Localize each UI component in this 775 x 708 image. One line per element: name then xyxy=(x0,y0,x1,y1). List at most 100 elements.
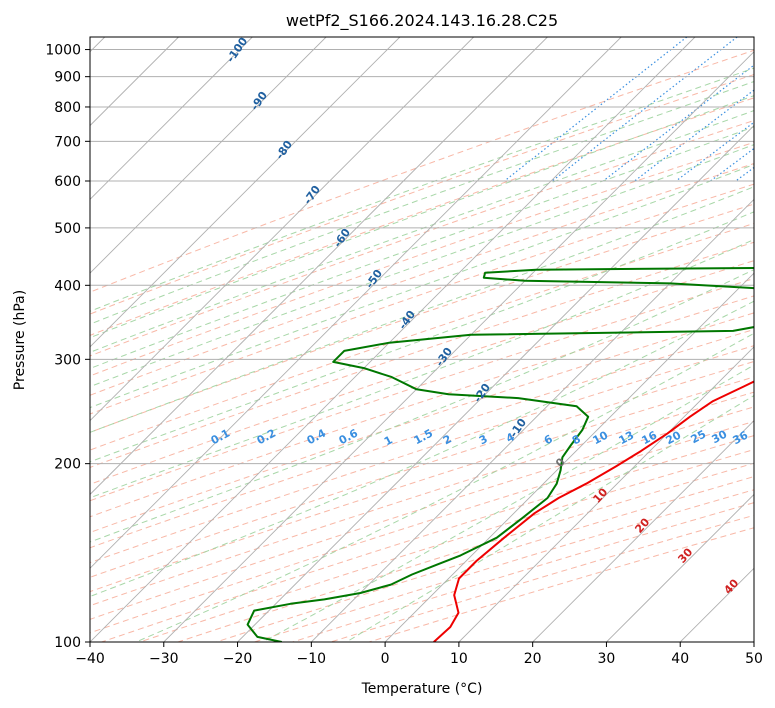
dry-adiabat-line xyxy=(90,360,754,578)
y-tick-label: 600 xyxy=(54,174,81,190)
dry-adiabat-line xyxy=(90,49,754,293)
mixing-ratio-line xyxy=(735,166,754,182)
moist-adiabat-line xyxy=(90,126,754,370)
dry-adiabat-line xyxy=(90,391,754,607)
x-tick-label: 10 xyxy=(450,651,468,667)
moist-adiabat-line xyxy=(90,110,754,353)
mixing-ratio-label: 0.6 xyxy=(337,426,361,447)
moist-adiabat-line xyxy=(135,332,754,642)
mixing-ratio-line xyxy=(634,89,754,182)
dry-adiabat-label: 40 xyxy=(721,576,741,596)
plot-frame xyxy=(89,36,755,643)
mixing-ratio-line xyxy=(504,37,688,182)
dry-adiabat-line xyxy=(330,514,754,642)
dry-adiabat-label: 30 xyxy=(675,545,695,565)
moist-adiabat-line xyxy=(90,81,754,325)
isotherm-line xyxy=(163,51,754,642)
background-lines xyxy=(90,37,754,642)
dry-adiabat-label: 0 xyxy=(553,455,568,470)
y-tick-label: 200 xyxy=(54,457,81,473)
x-tick-label: −20 xyxy=(223,651,253,667)
moist-adiabat-line xyxy=(90,163,754,409)
dry-adiabat-line xyxy=(292,502,754,642)
isotherm-line xyxy=(90,37,696,642)
x-tick-label: −30 xyxy=(149,651,179,667)
isotherm-line xyxy=(237,124,754,642)
series-layer xyxy=(246,266,754,642)
dry-adiabat-line xyxy=(90,163,754,396)
dry-adiabat-label: 20 xyxy=(632,515,652,535)
x-tick-label: 0 xyxy=(381,651,390,667)
x-axis-label: Temperature (°C) xyxy=(361,681,483,697)
isotherm-line xyxy=(311,198,754,642)
isotherm-line xyxy=(458,346,754,642)
moist-adiabat-line xyxy=(262,364,754,642)
moist-adiabat-line xyxy=(90,95,754,339)
isotherm-line xyxy=(606,493,754,642)
temperature-profile-line xyxy=(433,380,754,642)
dry-adiabat-line xyxy=(90,141,754,377)
dry-adiabat-line xyxy=(101,435,754,642)
isotherm-line xyxy=(753,641,754,642)
moist-adiabat-line xyxy=(90,269,754,543)
chart-title: wetPf2_S166.2024.143.16.28.C25 xyxy=(286,11,558,31)
dry-adiabat-line xyxy=(90,183,754,415)
y-tick-label: 100 xyxy=(54,635,81,651)
moist-adiabat-line xyxy=(90,144,754,388)
dry-adiabat-label: 10 xyxy=(590,485,610,505)
x-tick-label: −10 xyxy=(297,651,327,667)
dry-adiabat-line xyxy=(90,260,754,485)
dewpoint-profile-line xyxy=(246,266,754,642)
dry-adiabat-line xyxy=(90,241,754,468)
isotherm-line xyxy=(532,420,754,642)
x-axis: −40 −30 −20 −10 0 10 20 30 40 50 xyxy=(75,642,763,667)
isotherm-line xyxy=(384,272,754,642)
mixing-ratio-line xyxy=(675,121,754,182)
dry-adiabat-line xyxy=(90,222,754,451)
mixing-ratio-label: 2 xyxy=(441,432,454,447)
y-axis: 100 200 300 400 500 600 700 800 900 1000 xyxy=(45,43,90,651)
mixing-ratio-label: 10 xyxy=(591,428,611,447)
moist-adiabat-line xyxy=(346,394,754,642)
mixing-ratio-line xyxy=(551,37,738,182)
moist-adiabat-line xyxy=(90,300,754,597)
dry-adiabat-line xyxy=(90,376,754,593)
moist-adiabat-line xyxy=(90,186,754,433)
moist-adiabat-label: -40 xyxy=(396,308,418,332)
dry-adiabat-line xyxy=(90,278,754,502)
isotherm-line xyxy=(679,567,754,642)
moist-adiabat-label: -30 xyxy=(433,345,455,369)
x-tick-label: 20 xyxy=(524,651,542,667)
mixing-ratio-label: 25 xyxy=(689,428,709,447)
moist-adiabat-line xyxy=(90,238,754,499)
moist-adiabat-line xyxy=(90,67,754,312)
isotherm-line xyxy=(90,37,622,569)
y-tick-label: 800 xyxy=(54,100,81,116)
x-tick-label: 30 xyxy=(598,651,616,667)
x-tick-label: −40 xyxy=(75,651,105,667)
mixing-ratio-label: 0.4 xyxy=(305,426,329,447)
mixing-ratio-line xyxy=(602,64,754,182)
mixing-ratio-label: 30 xyxy=(710,427,730,446)
isotherm-line xyxy=(90,37,327,274)
y-tick-label: 900 xyxy=(54,70,81,86)
dry-adiabat-line xyxy=(90,97,754,336)
mixing-ratio-label: 1.5 xyxy=(412,427,435,448)
moist-adiabat-label: -60 xyxy=(331,226,353,250)
dry-adiabat-line xyxy=(90,328,754,549)
x-tick-label: 50 xyxy=(745,651,763,667)
x-tick-label: 40 xyxy=(671,651,689,667)
moist-adiabat-label: -90 xyxy=(248,89,270,113)
y-tick-label: 500 xyxy=(54,221,81,237)
y-axis-label: Pressure (hPa) xyxy=(12,290,28,390)
mixing-ratio-label: 13 xyxy=(617,429,637,448)
moist-adiabat-label: -50 xyxy=(363,267,385,291)
y-tick-label: 400 xyxy=(54,278,81,294)
y-tick-label: 300 xyxy=(54,352,81,368)
mixing-ratio-label: 16 xyxy=(640,428,660,447)
dry-adiabat-line xyxy=(90,119,754,357)
y-tick-label: 1000 xyxy=(45,43,81,59)
dry-adiabat-line xyxy=(90,312,754,533)
mixing-ratio-label: 1 xyxy=(382,433,395,448)
